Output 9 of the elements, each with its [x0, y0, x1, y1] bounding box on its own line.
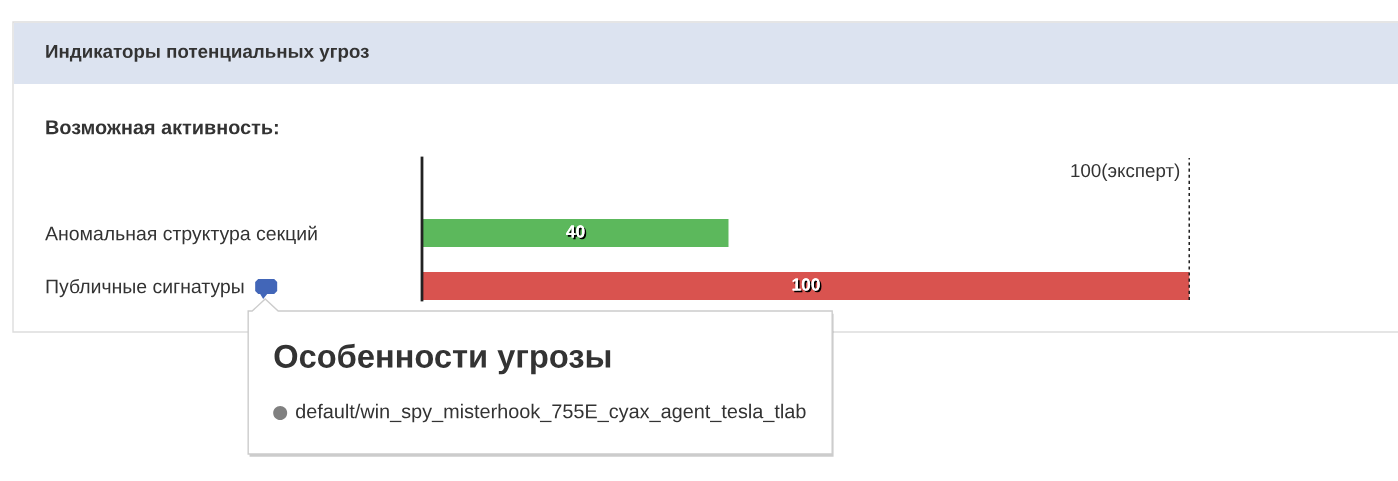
text: Индикаторы потенциальных угроз	[46, 44, 369, 62]
y-tick-label: Аномальная структура секций	[45, 225, 317, 245]
data-label: 100	[792, 278, 822, 293]
text: default/win_spy_misterhook_755E_cyax_agent_tesla_tlab	[296, 403, 806, 423]
text: Особенности угрозы	[274, 343, 611, 375]
ref-line-label: 100(эксперт)	[1071, 163, 1180, 181]
text: Возможная активность:	[46, 120, 278, 135]
data-label: 40	[566, 225, 587, 240]
y-tick-label: Публичные сигнатуры	[46, 278, 244, 298]
